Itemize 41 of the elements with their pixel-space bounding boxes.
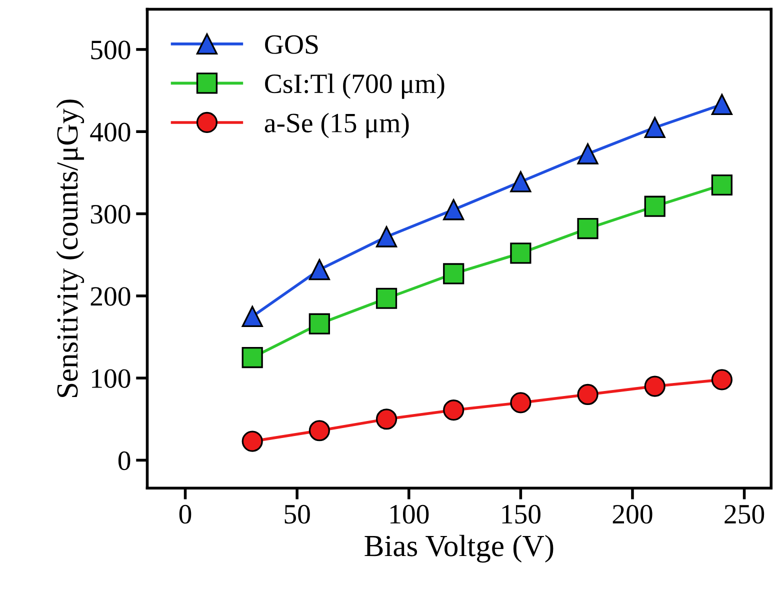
y-axis-title: Sensitivity (counts/μGy) [56,100,84,397]
y-tick-label: 0 [118,451,130,470]
x-axis-title: Bias Voltge (V) [364,534,554,563]
point [711,369,732,390]
y-tick-label: 200 [90,287,130,306]
point [376,226,398,248]
point [443,400,464,421]
point [308,420,330,442]
point [308,259,330,280]
x-tick-label: 200 [612,504,652,524]
x-tick-label: 150 [502,504,540,524]
y-tick-label: 300 [90,204,130,224]
point [711,174,732,196]
legend-label: GOS [265,35,318,54]
point [376,288,398,309]
legend-label: CsI:Tl (700 μm) [265,74,444,99]
point [711,94,732,116]
y-tick-label: 100 [92,369,130,388]
point [510,171,532,192]
point [577,143,598,164]
x-tick-label: 100 [390,504,429,524]
point [577,218,598,240]
point [510,392,532,414]
x-tick-label: 0 [179,504,192,524]
x-tick-label: 50 [284,504,310,524]
point [308,313,330,334]
point [577,384,598,406]
y-tick-label: 400 [90,122,130,142]
y-tick-label: 500 [91,40,130,60]
legend-label: a-Se (15 μm) [264,112,409,138]
point [242,306,263,327]
point [644,116,666,138]
point [242,430,263,452]
point [443,199,464,220]
point [443,263,464,284]
x-tick-label: 250 [724,504,764,524]
point [510,242,532,264]
point [644,376,666,397]
point [376,408,398,430]
point [242,346,263,368]
point [644,196,666,217]
